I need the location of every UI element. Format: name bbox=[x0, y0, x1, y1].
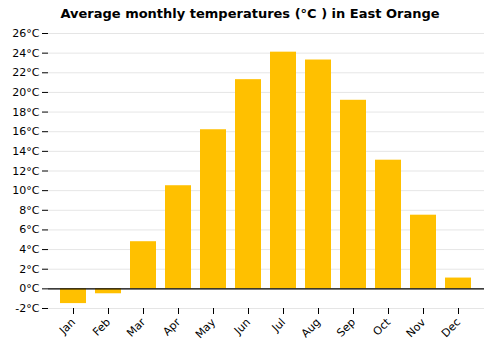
svg-text:24°C: 24°C bbox=[12, 47, 39, 60]
svg-text:0°C: 0°C bbox=[19, 282, 39, 295]
svg-text:26°C: 26°C bbox=[12, 27, 39, 40]
svg-text:Jan: Jan bbox=[56, 316, 78, 338]
svg-text:20°C: 20°C bbox=[12, 86, 39, 99]
svg-text:8°C: 8°C bbox=[19, 204, 39, 217]
svg-text:22°C: 22°C bbox=[12, 66, 39, 79]
svg-text:Jul: Jul bbox=[269, 316, 288, 335]
svg-text:Feb: Feb bbox=[90, 316, 113, 339]
svg-text:18°C: 18°C bbox=[12, 106, 39, 119]
svg-text:Sep: Sep bbox=[334, 316, 358, 340]
svg-text:4°C: 4°C bbox=[19, 243, 39, 256]
svg-text:12°C: 12°C bbox=[12, 165, 39, 178]
svg-text:14°C: 14°C bbox=[12, 145, 39, 158]
svg-text:2°C: 2°C bbox=[19, 263, 39, 276]
svg-text:Dec: Dec bbox=[439, 316, 463, 340]
svg-text:-2°C: -2°C bbox=[15, 302, 39, 315]
svg-text:Jun: Jun bbox=[231, 316, 253, 338]
svg-text:6°C: 6°C bbox=[19, 223, 39, 236]
html-text:Average monthly temperatures (: Average monthly temperatures (°C ) in Ea… bbox=[60, 6, 440, 21]
svg-text:Nov: Nov bbox=[404, 315, 429, 340]
svg-text:Mar: Mar bbox=[124, 315, 148, 339]
svg-text:May: May bbox=[193, 315, 219, 341]
svg-text:16°C: 16°C bbox=[12, 125, 39, 138]
svg-text:10°C: 10°C bbox=[12, 184, 39, 197]
svg-text:Aug: Aug bbox=[299, 316, 323, 340]
svg-text:Apr: Apr bbox=[160, 315, 183, 338]
svg-text:Oct: Oct bbox=[370, 315, 393, 338]
